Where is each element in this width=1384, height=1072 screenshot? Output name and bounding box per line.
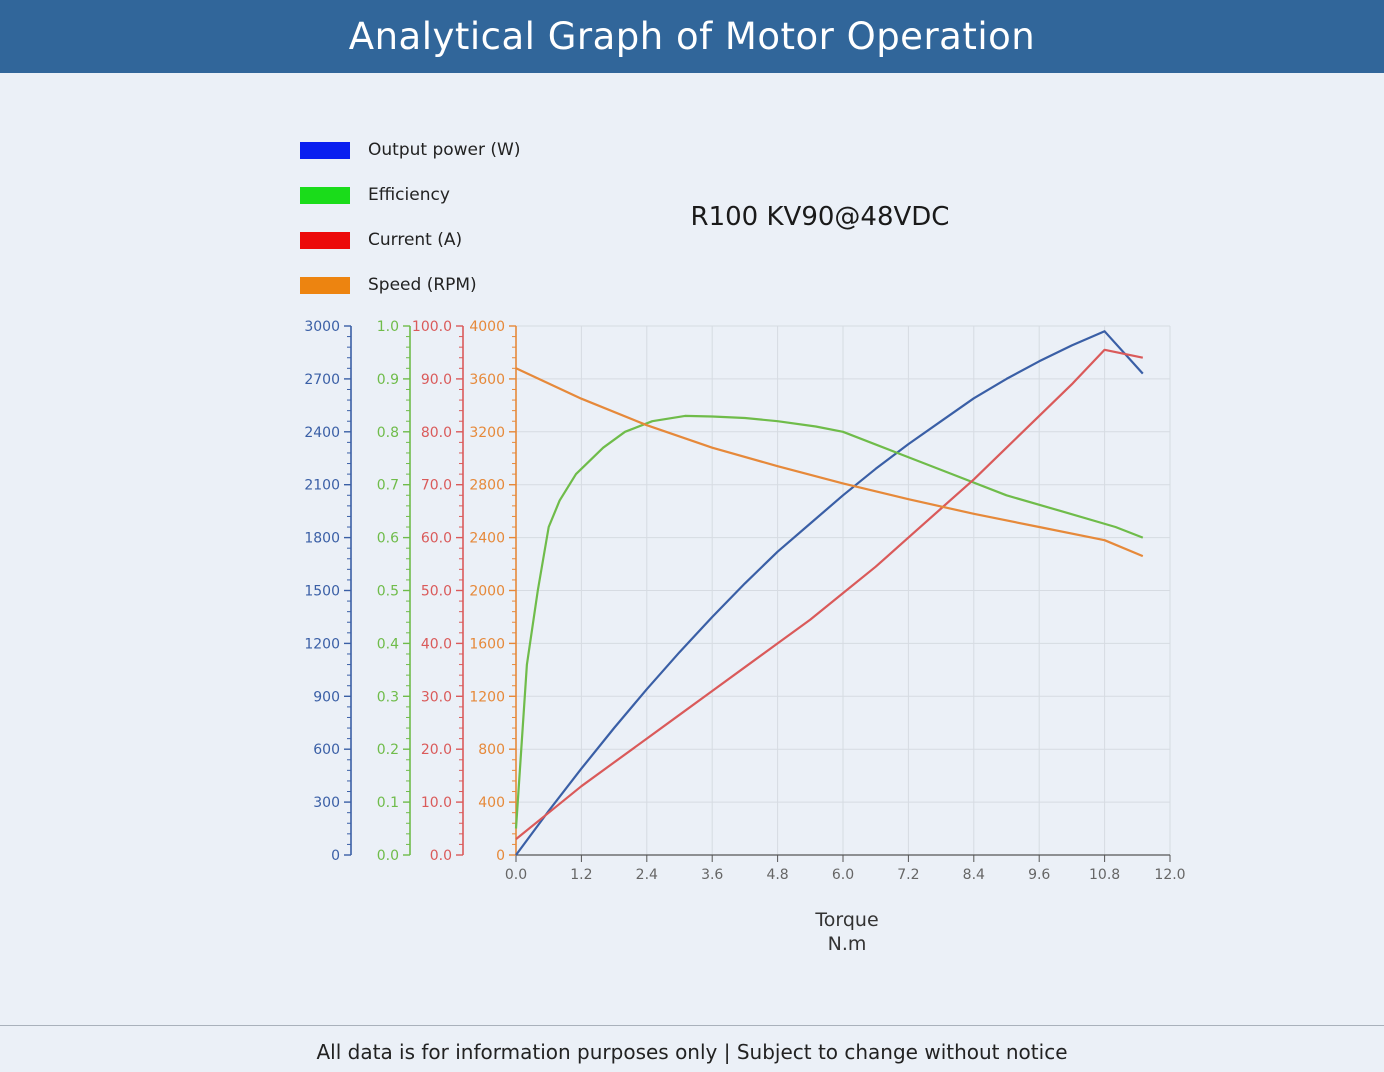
series-line-speed: [515, 367, 1144, 558]
y-tick-label: 400: [478, 795, 505, 811]
y-tick-label: 10.0: [421, 795, 452, 811]
series-line-current: [515, 348, 1144, 840]
x-tick-label: 0.0: [505, 867, 527, 883]
y-tick-label: 1600: [469, 636, 505, 652]
legend-swatch-speed: [300, 276, 350, 294]
y-tick-label: 40.0: [421, 636, 452, 652]
y-tick-label: 2100: [304, 478, 340, 494]
y-tick-label: 3200: [469, 425, 505, 441]
x-tick-label: 6.0: [832, 867, 854, 883]
footer-divider: [0, 1025, 1384, 1026]
footer-disclaimer: All data is for information purposes onl…: [316, 1040, 1068, 1064]
x-axis-title: Torque: [815, 909, 879, 931]
y-tick-label: 50.0: [421, 584, 452, 600]
y-tick-label: 0.1: [377, 795, 399, 811]
y-tick-label: 0.6: [377, 531, 399, 547]
x-tick-label: 9.6: [1028, 867, 1050, 883]
y-tick-label: 0.0: [430, 848, 452, 864]
chart-series: [514, 330, 1144, 856]
y-tick-label: 3000: [304, 319, 340, 335]
y-tick-label: 1500: [304, 584, 340, 600]
legend-item-current: Current (A): [300, 228, 462, 252]
x-tick-label: 12.0: [1154, 867, 1185, 883]
legend-item-power: Output power (W): [300, 138, 520, 162]
y-tick-label: 0.4: [377, 636, 399, 652]
y-tick-label: 0.7: [377, 478, 399, 494]
y-tick-label: 3600: [469, 372, 505, 388]
x-tick-label: 4.8: [766, 867, 788, 883]
y-tick-label: 70.0: [421, 478, 452, 494]
legend-label-power: Output power (W): [368, 140, 521, 160]
legend-label-efficiency: Efficiency: [368, 185, 450, 205]
x-axis-unit: N.m: [827, 933, 867, 955]
legend-swatch-power: [300, 141, 350, 159]
y-tick-label: 2000: [469, 584, 505, 600]
y-tick-label: 600: [313, 742, 340, 758]
legend-label-current: Current (A): [368, 230, 463, 250]
y-tick-label: 90.0: [421, 372, 452, 388]
y-tick-label: 0.0: [377, 848, 399, 864]
motor-chart: 0.0 1.2 2.4 3.6 4.8 6.0 7.2 8.4 9.6 10.8 12.0 0 300 6…: [304, 319, 1185, 883]
page-header: Analytical Graph of Motor Operation: [0, 0, 1384, 73]
y-tick-label: 0.8: [377, 425, 399, 441]
y-tick-label: 1200: [304, 636, 340, 652]
y-tick-label: 2400: [304, 425, 340, 441]
y-axis-efficiency: 0.0 0.1 0.2 0.3 0.4 0.5 0.6 0.7 0.8 0.9 1.0: [377, 319, 411, 864]
x-tick-label: 8.4: [963, 867, 985, 883]
y-tick-label: 1200: [469, 689, 505, 705]
legend-swatch-current: [300, 231, 350, 249]
x-tick-label: 1.2: [570, 867, 592, 883]
y-tick-label: 30.0: [421, 689, 452, 705]
y-axis-speed: 0 400 800 1200 1600 2000 2400 2800 3200 3600 4000: [469, 319, 517, 864]
y-tick-label: 2700: [304, 372, 340, 388]
x-tick-label: 2.4: [636, 867, 658, 883]
y-tick-label: 2800: [469, 478, 505, 494]
y-axis-power: 0 300 600 900 1200 1500 1800 2100 2400 2700 3000: [304, 319, 352, 864]
y-tick-label: 0.5: [377, 584, 399, 600]
y-axis-current: 0.0 10.0 20.0 30.0 40.0 50.0 60.0 70.0 80.0 90.0 1…: [412, 319, 464, 864]
chart-grid: [515, 325, 1171, 856]
y-tick-label: 1.0: [377, 319, 399, 335]
y-tick-label: 900: [313, 689, 340, 705]
legend-item-speed: Speed (RPM): [300, 273, 477, 297]
y-tick-label: 300: [313, 795, 340, 811]
y-tick-label: 0.2: [377, 742, 399, 758]
x-tick-label: 10.8: [1089, 867, 1120, 883]
y-tick-label: 80.0: [421, 425, 452, 441]
chart-axes: 0.0 1.2 2.4 3.6 4.8 6.0 7.2 8.4 9.6 10.8 12.0 0 300 6…: [304, 319, 1185, 883]
y-tick-label: 0.9: [377, 372, 399, 388]
y-tick-label: 100.0: [412, 319, 452, 335]
y-tick-label: 1800: [304, 531, 340, 547]
legend-label-speed: Speed (RPM): [368, 275, 477, 295]
y-tick-label: 2400: [469, 531, 505, 547]
legend-item-efficiency: Efficiency: [300, 183, 450, 207]
chart-title: R100 KV90@48VDC: [690, 202, 950, 232]
y-tick-label: 60.0: [421, 531, 452, 547]
series-line-power: [515, 330, 1144, 856]
y-tick-label: 20.0: [421, 742, 452, 758]
y-tick-label: 800: [478, 742, 505, 758]
y-tick-label: 4000: [469, 319, 505, 335]
page-title: Analytical Graph of Motor Operation: [348, 15, 1036, 58]
y-tick-label: 0: [496, 848, 505, 864]
series-line-efficiency: [514, 414, 1144, 829]
x-tick-label: 7.2: [897, 867, 919, 883]
legend-swatch-efficiency: [300, 186, 350, 204]
y-tick-label: 0.3: [377, 689, 399, 705]
y-tick-label: 0: [331, 848, 340, 864]
x-tick-label: 3.6: [701, 867, 723, 883]
